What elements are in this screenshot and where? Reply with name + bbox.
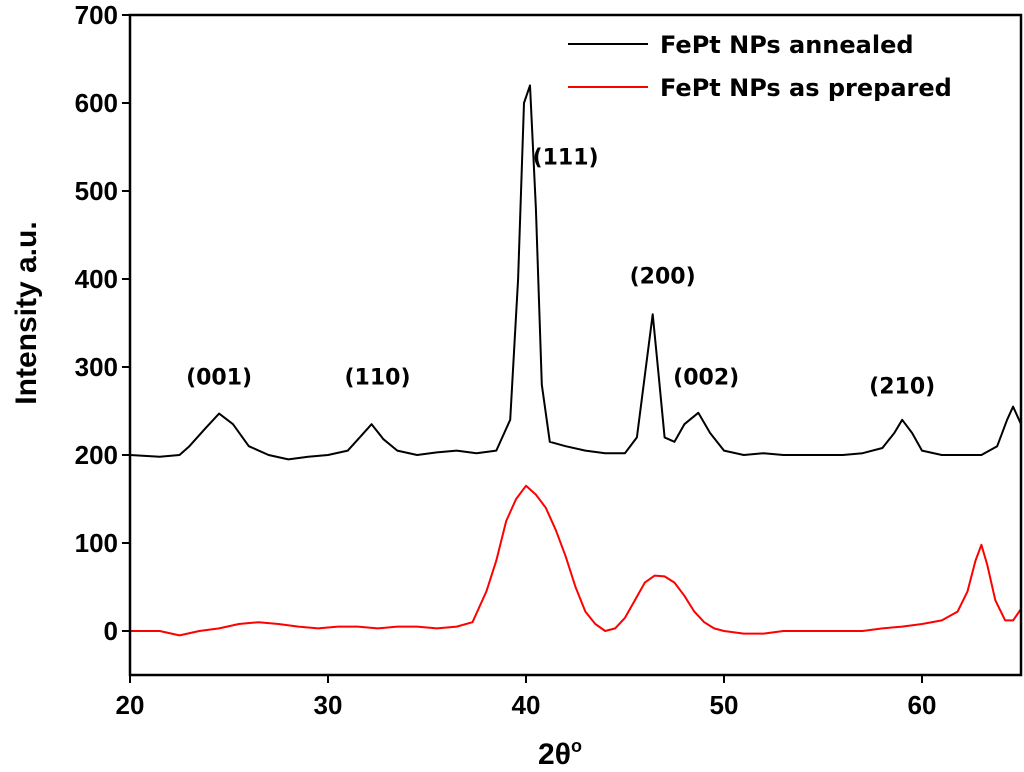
peak-label: (002) [673, 366, 739, 391]
peak-label: (110) [344, 366, 410, 391]
peak-label: (001) [186, 366, 252, 391]
legend-label-annealed: FePt NPs annealed [660, 31, 914, 59]
y-tick-label: 500 [75, 176, 118, 206]
series-layer [130, 84, 1021, 637]
y-tick-label: 400 [75, 264, 118, 294]
y-tick-label: 300 [75, 352, 118, 382]
y-axis-title: Intensity a.u. [10, 221, 43, 404]
legend-label-as-prepared: FePt NPs as prepared [660, 74, 952, 102]
y-tick-label: 0 [104, 616, 118, 646]
y-tick-label: 100 [75, 528, 118, 558]
peak-label: (200) [630, 264, 696, 289]
series-line-annealed [130, 84, 1021, 461]
legend: FePt NPs annealed FePt NPs as prepared [568, 31, 952, 102]
x-tick-label: 60 [908, 690, 937, 720]
y-tick-label: 600 [75, 88, 118, 118]
peak-label: (210) [869, 374, 935, 399]
series-line-as-prepared [130, 484, 1021, 637]
peak-label: (111) [533, 146, 599, 171]
plot-frame [128, 13, 1023, 677]
x-axis-title-superscript: o [571, 736, 582, 756]
x-tick-label: 50 [710, 690, 739, 720]
peak-annotations: (001) (110) (111) (200) (002) (210) [186, 146, 935, 400]
y-tick-label: 700 [75, 0, 118, 30]
x-tick-label: 40 [512, 690, 541, 720]
x-axis-title-main: 2θ [538, 738, 571, 771]
x-axis-title: 2θo [538, 736, 582, 771]
x-tick-label: 30 [314, 690, 343, 720]
x-tick-label: 20 [116, 690, 145, 720]
y-tick-label: 200 [75, 440, 118, 470]
